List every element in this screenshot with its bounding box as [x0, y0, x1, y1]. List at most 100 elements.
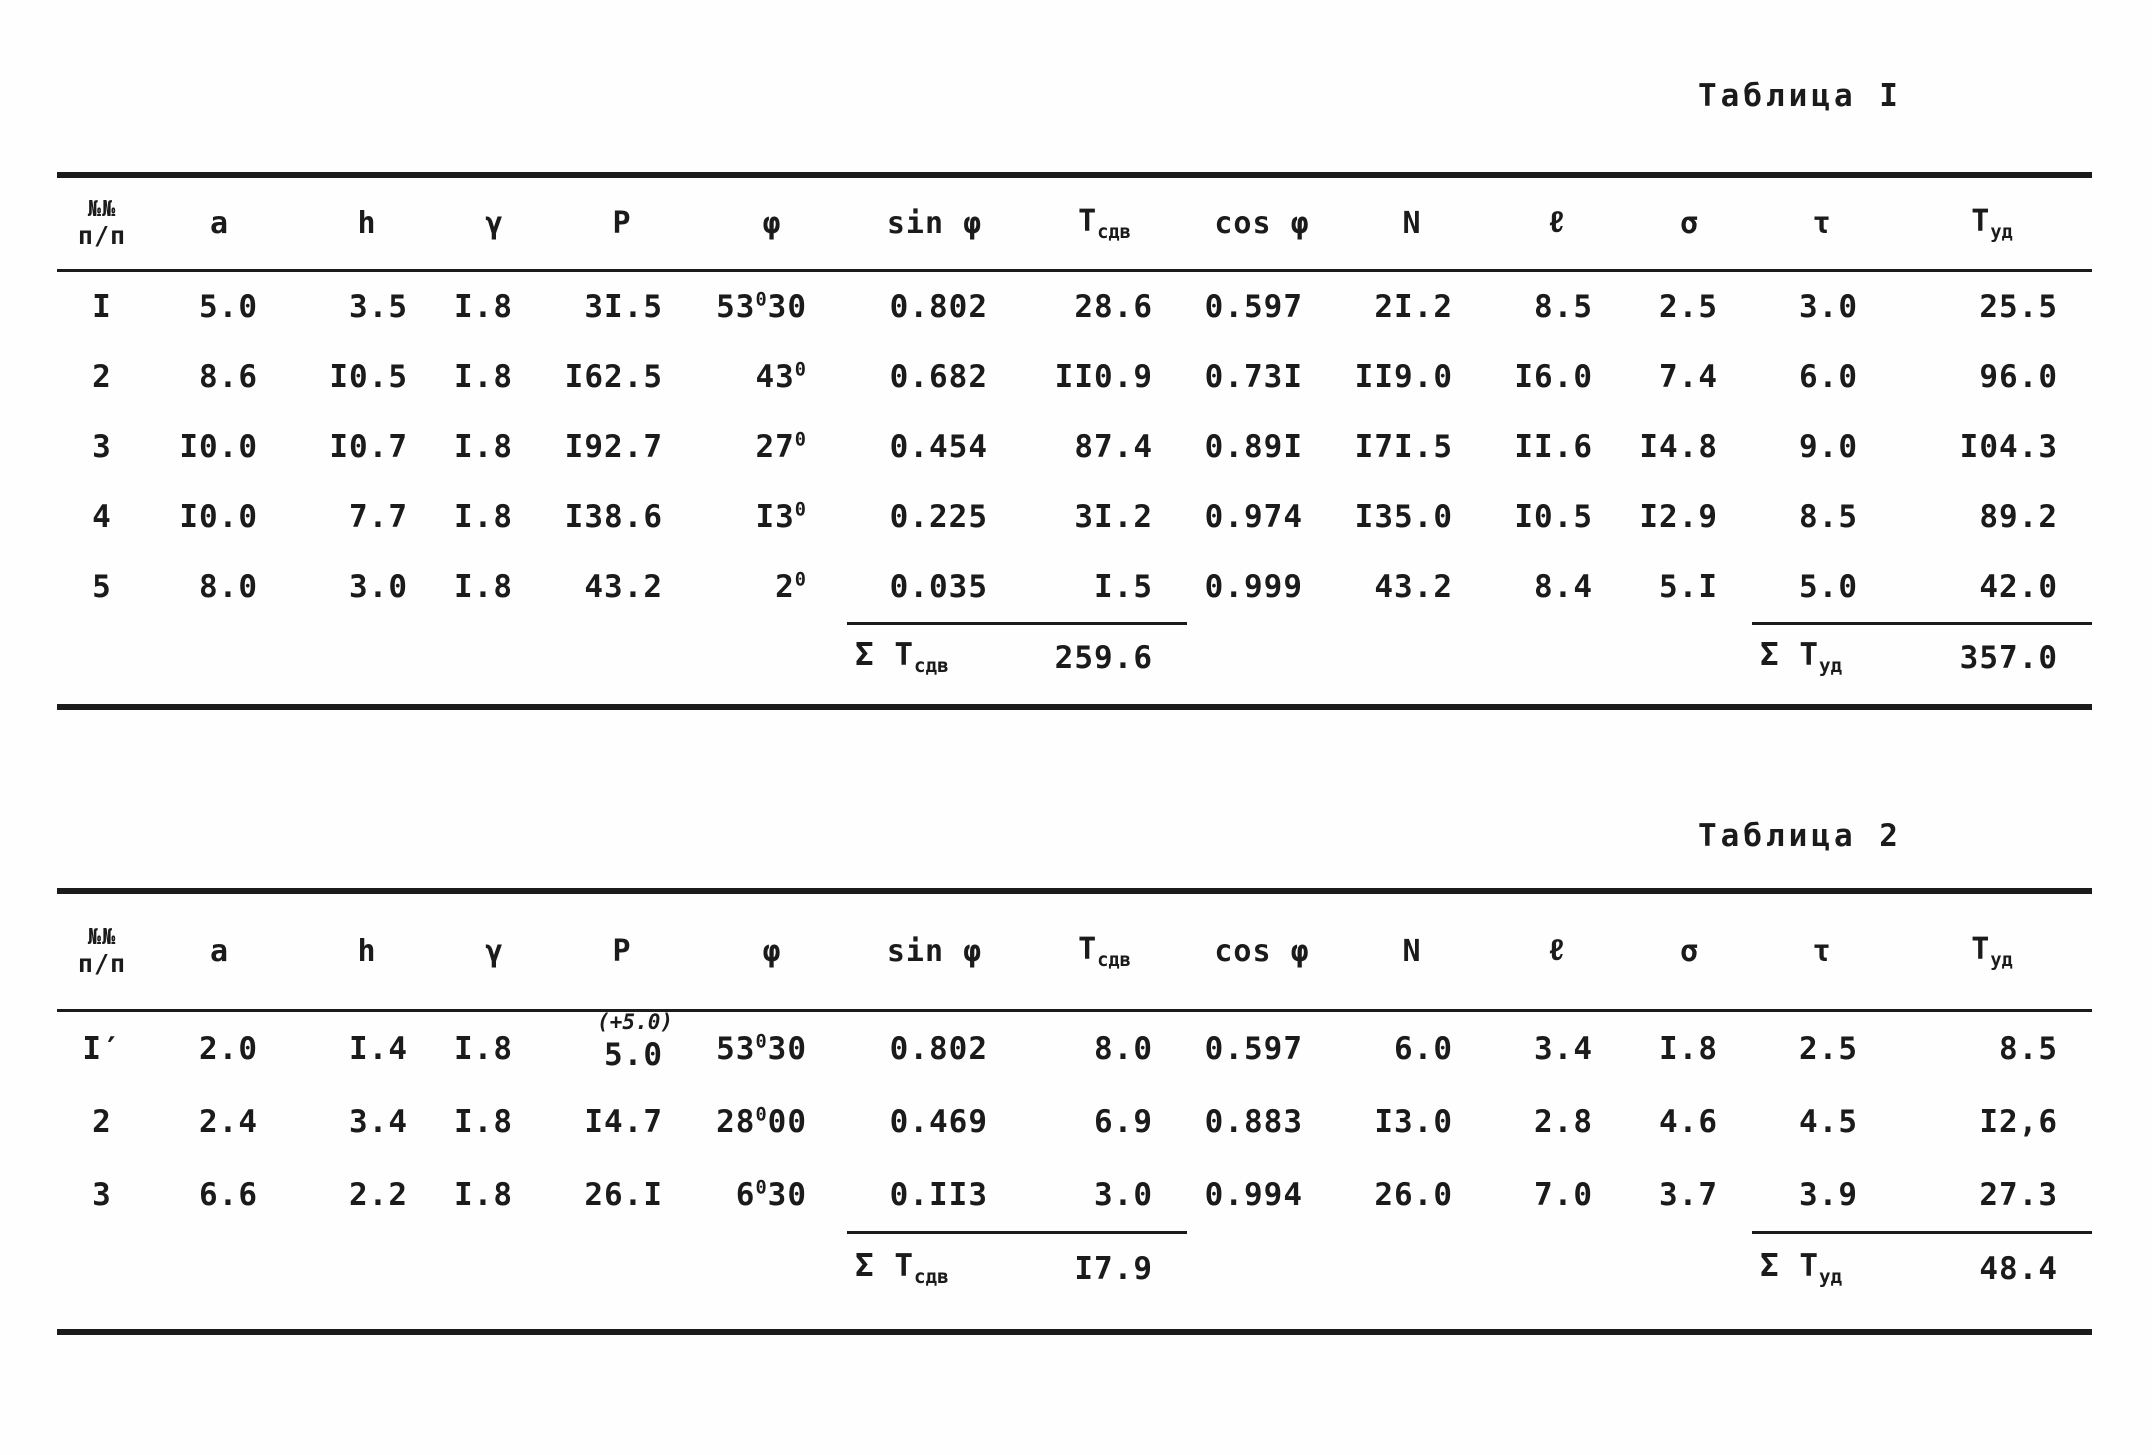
header-gamma: γ [484, 934, 505, 969]
table-row: 2 2.4 3.4 I.8 I4.7 28000 0.469 6.9 0.883 I3.0 2.8 4… [57, 1085, 2092, 1158]
sum-cell-p [547, 1231, 697, 1303]
cell-tsdv: 87.4 [1074, 429, 1153, 465]
cell-cos: 0.999 [1204, 569, 1303, 605]
cell-tau: 6.0 [1799, 359, 1858, 395]
cell-p: 43.2 [584, 569, 663, 605]
sum-cell-h [292, 1231, 442, 1303]
cell-tud: 27.3 [1979, 1176, 2058, 1213]
cell-tud: 25.5 [1979, 289, 2058, 325]
table-row: 2 8.6 I0.5 I.8 I62.5 430 0.682 II0.9 0.73I II9.0 I… [57, 342, 2092, 412]
cell-num: I′ [82, 1030, 122, 1067]
sum-cell-sin: Σ Тсдв [847, 1231, 1022, 1303]
cell-sigma: 3.7 [1659, 1176, 1718, 1213]
cell-a: 2.4 [199, 1103, 258, 1140]
cell-sigma: I.8 [1659, 1030, 1718, 1067]
cell-cos: 0.89I [1204, 429, 1303, 465]
cell-sin: 0.035 [889, 569, 988, 605]
table-sum-row: Σ Тсдв I7.9 Σ Туд 48.4 [57, 1231, 2092, 1303]
cell-phi: 430 [755, 359, 807, 395]
cell-gamma: I.8 [454, 289, 513, 325]
header-phi: φ [762, 206, 782, 241]
cell-h: I0.5 [329, 359, 408, 395]
header-l: ℓ [1547, 933, 1567, 968]
cell-cos: 0.883 [1204, 1103, 1303, 1140]
cell-tsdv: 3.0 [1094, 1176, 1153, 1213]
table-row: 3 I0.0 I0.7 I.8 I92.7 270 0.454 87.4 0.89I I7I.5 I… [57, 412, 2092, 482]
cell-h: 3.5 [349, 289, 408, 325]
cell-tau: 2.5 [1799, 1030, 1858, 1067]
sum-cell-n [1337, 1231, 1487, 1303]
table1-caption: Таблица I [1698, 78, 1902, 114]
cell-gamma: I.8 [454, 499, 513, 535]
header-p: P [612, 934, 632, 969]
header-l: ℓ [1547, 205, 1567, 240]
cell-h: I0.7 [329, 429, 408, 465]
cell-tsdv: 28.6 [1074, 289, 1153, 325]
cell-tsdv: II0.9 [1054, 359, 1153, 395]
sum-cell-a [147, 622, 292, 690]
cell-tau: 4.5 [1799, 1103, 1858, 1140]
sum-cell-cos [1187, 1231, 1337, 1303]
degree-superscript: 0 [794, 359, 807, 381]
sum-cell-tsdv: I7.9 [1022, 1231, 1187, 1303]
cell-gamma: I.8 [454, 429, 513, 465]
header-a: a [209, 934, 230, 969]
degree-superscript: 0 [755, 1031, 768, 1053]
cell-n: I3.0 [1374, 1103, 1453, 1140]
header-tsdv: Тсдв [1078, 932, 1131, 971]
sum-cell-gamma [442, 1231, 547, 1303]
cell-l: 8.4 [1534, 569, 1593, 605]
degree-superscript: 0 [755, 1177, 768, 1199]
table-row: 3 6.6 2.2 I.8 26.I 6030 0.II3 3.0 0.994 26.0 7.0 3.… [57, 1158, 2092, 1231]
cell-sin: 0.225 [889, 499, 988, 535]
cell-sin: 0.454 [889, 429, 988, 465]
cell-gamma: I.8 [454, 1103, 513, 1140]
cell-l: II.6 [1514, 429, 1593, 465]
header-gamma: γ [484, 206, 505, 241]
degree-superscript: 0 [755, 289, 768, 311]
cell-sigma: 4.6 [1659, 1103, 1718, 1140]
sum-cell-h [292, 622, 442, 690]
cell-tud: 8.5 [1999, 1030, 2058, 1067]
table-row: I′ 2.0 I.4 I.8 (+5.0) 5.0 53030 0.802 8.0 0.597 6.… [57, 1010, 2092, 1085]
sum-cell-a [147, 1231, 292, 1303]
table2-caption: Таблица 2 [1698, 818, 1902, 854]
cell-l: I6.0 [1514, 359, 1593, 395]
header-tau: τ [1812, 934, 1832, 969]
cell-n: I35.0 [1354, 499, 1453, 535]
cell-sigma: I4.8 [1639, 429, 1718, 465]
cell-sin: 0.II3 [889, 1176, 988, 1213]
cell-p: 3I.5 [584, 289, 663, 325]
cell-num: 5 [92, 569, 112, 605]
sum-cell-p [547, 622, 697, 690]
cell-num: 3 [92, 429, 112, 465]
cell-n: 43.2 [1374, 569, 1453, 605]
cell-phi: 270 [755, 429, 807, 465]
header-cos: cos φ [1214, 206, 1310, 241]
cell-phi: 28000 [716, 1103, 807, 1140]
header-sigma: σ [1679, 934, 1700, 969]
cell-gamma: I.8 [454, 1030, 513, 1067]
cell-tud: I04.3 [1959, 429, 2058, 465]
cell-a: 5.0 [199, 289, 258, 325]
cell-tau: 3.9 [1799, 1176, 1858, 1213]
cell-gamma: I.8 [454, 569, 513, 605]
cell-sin: 0.802 [889, 1030, 988, 1067]
cell-sin: 0.802 [889, 289, 988, 325]
sum-cell-gamma [442, 622, 547, 690]
cell-tsdv: I.5 [1094, 569, 1153, 605]
cell-sigma: I2.9 [1639, 499, 1718, 535]
cell-tau: 5.0 [1799, 569, 1858, 605]
p-correction-note: (+5.0) [597, 1010, 673, 1034]
cell-sigma: 2.5 [1659, 289, 1718, 325]
cell-tau: 3.0 [1799, 289, 1858, 325]
cell-a: I0.0 [179, 499, 258, 535]
sum-cell-tud: 48.4 [1892, 1231, 2092, 1303]
cell-l: I0.5 [1514, 499, 1593, 535]
cell-sin: 0.682 [889, 359, 988, 395]
